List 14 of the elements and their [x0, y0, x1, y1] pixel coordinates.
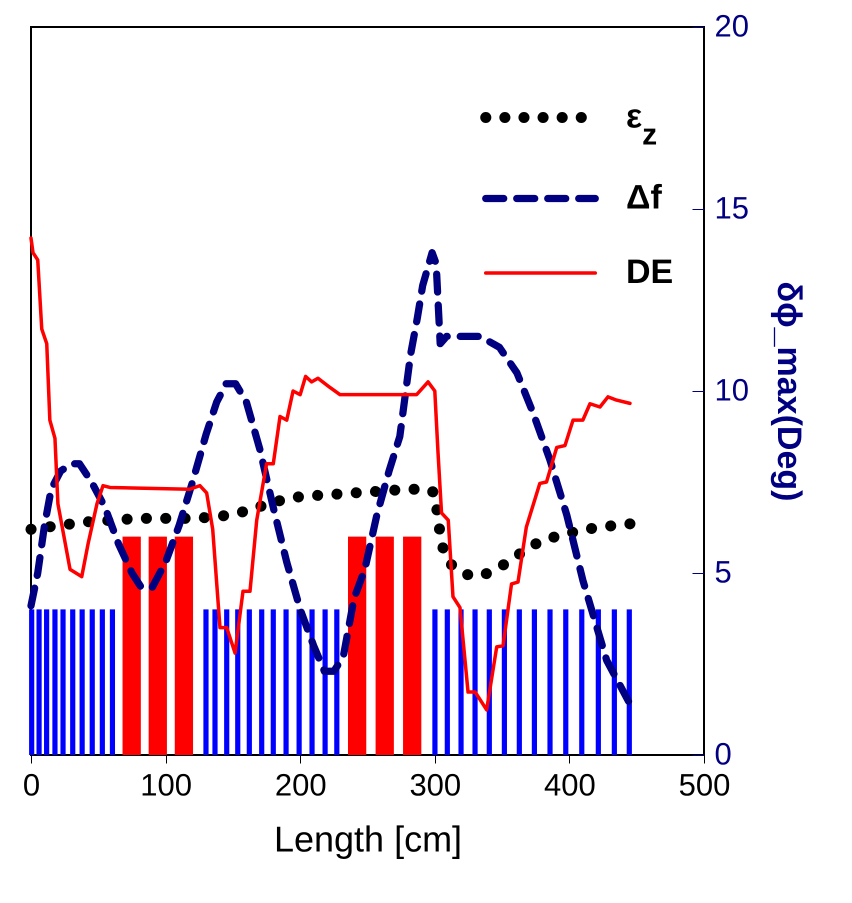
x-tick-label: 400	[544, 768, 596, 802]
legend-label: DE	[626, 253, 674, 291]
y-tick-label: 5	[714, 554, 732, 590]
legend-label: ε$_{z}$	[626, 98, 658, 151]
y-axis-title: δϕ_max(Deg)	[770, 282, 808, 502]
y-tick-label: 10	[714, 372, 749, 408]
legend-label: Δf	[626, 178, 662, 216]
x-tick-label: 200	[274, 768, 327, 802]
y-tick-label: 20	[714, 8, 749, 44]
x-tick-label: 0	[22, 768, 40, 802]
y-tick-label: 15	[714, 190, 749, 226]
x-tick-label: 300	[409, 768, 462, 802]
x-axis-title: Length [cm]	[274, 818, 462, 860]
x-tick-label: 100	[140, 768, 192, 802]
